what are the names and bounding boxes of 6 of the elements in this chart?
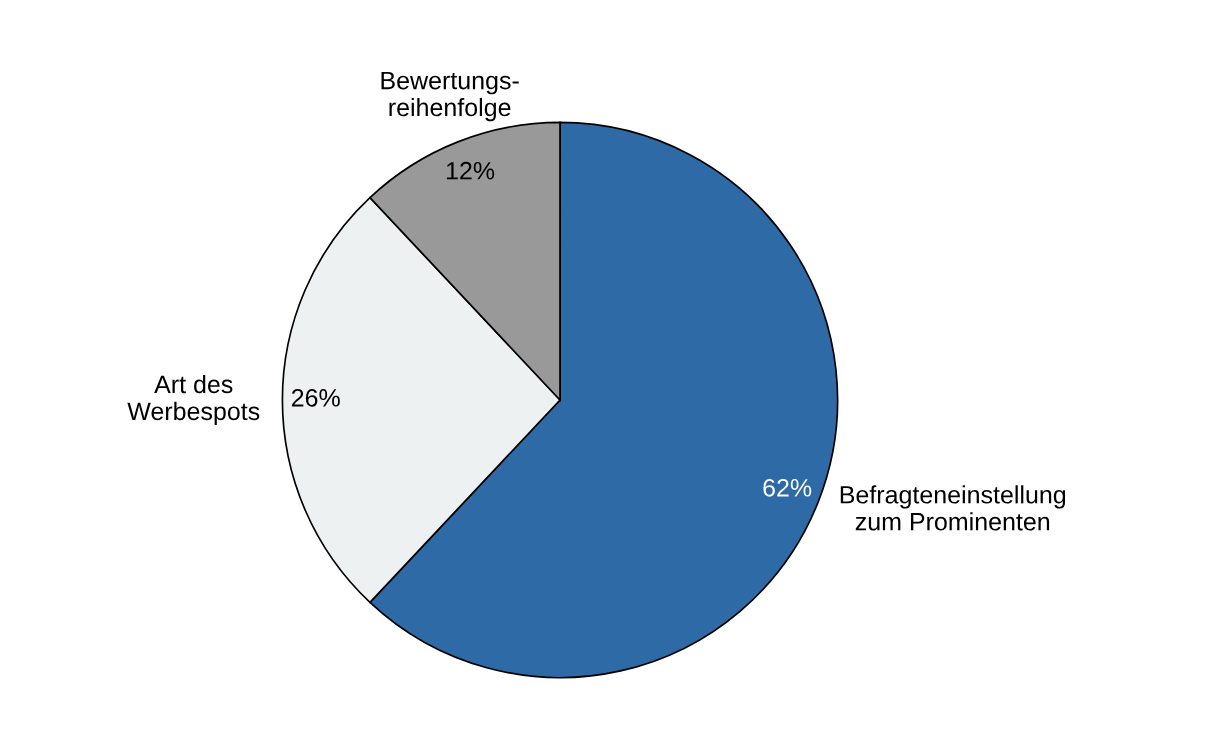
data-label: 26% <box>291 389 340 407</box>
slice-label: Art des Werbespots <box>127 374 260 426</box>
data-label: 62% <box>763 478 812 497</box>
data-label: 12% <box>446 161 495 180</box>
slice-label: Befragteneinstellung zum Prominenten <box>840 485 1066 531</box>
slice-label: Bewertungs- reihenfolge <box>381 71 519 122</box>
